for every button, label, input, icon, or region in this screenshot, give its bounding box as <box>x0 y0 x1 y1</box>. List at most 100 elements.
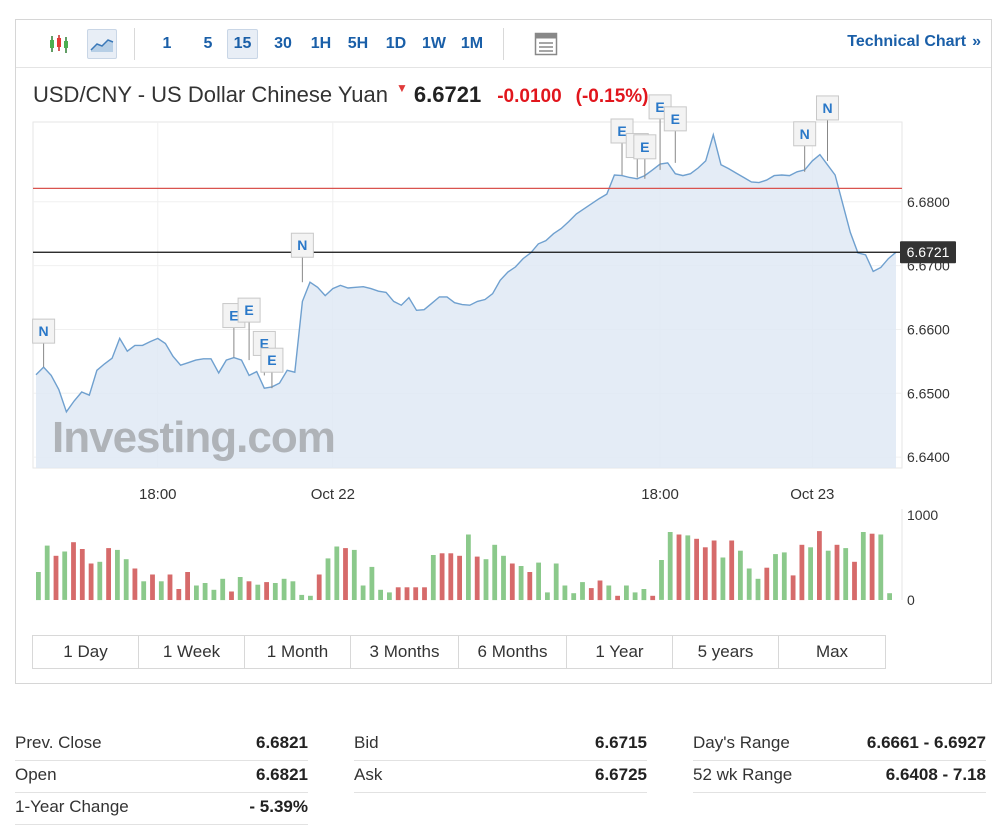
volume-bar <box>650 595 656 601</box>
volume-bar <box>246 581 252 600</box>
stat-value: 6.6821 <box>256 765 308 784</box>
range-button-1-day[interactable]: 1 Day <box>33 636 139 668</box>
stat-row: Ask 6.6725 <box>354 761 647 793</box>
stat-label: Ask <box>354 765 383 784</box>
volume-bar <box>237 577 243 600</box>
range-button-3-months[interactable]: 3 Months <box>351 636 459 668</box>
event-marker-label: E <box>229 308 238 324</box>
event-marker-label: E <box>244 302 253 318</box>
timeframe-button-5h[interactable]: 5H <box>347 35 369 52</box>
event-marker-label: E <box>671 111 680 127</box>
x-tick-label: 18:00 <box>139 486 177 503</box>
event-marker[interactable]: E <box>633 134 657 179</box>
event-marker[interactable]: N <box>32 318 56 368</box>
volume-bar <box>176 589 182 601</box>
range-button-1-month[interactable]: 1 Month <box>245 636 351 668</box>
price-change-percent: (-0.15%) <box>575 86 649 107</box>
stats-column-1: Prev. Close 6.6821 Open 6.6821 1-Year Change… <box>15 729 308 825</box>
volume-bar <box>369 566 375 600</box>
volume-bar <box>615 595 620 601</box>
volume-bar <box>702 547 708 600</box>
event-marker-box <box>816 95 840 121</box>
range-button-max[interactable]: Max <box>815 642 849 661</box>
volume-bar <box>738 550 743 600</box>
volume-bar <box>36 572 41 601</box>
volume-bar <box>264 582 269 600</box>
volume-bar <box>606 585 612 600</box>
volume-bar <box>834 544 840 601</box>
x-tick-label: 18:00 <box>641 486 679 503</box>
volume-bar <box>202 583 208 600</box>
volume-bar <box>255 584 261 600</box>
timeframe-button-1[interactable]: 1 <box>162 35 172 52</box>
event-marker[interactable]: N <box>290 232 314 283</box>
timeframe-button-1m[interactable]: 1M <box>460 35 484 52</box>
volume-bar <box>588 588 594 600</box>
volume-bar <box>88 563 94 600</box>
price-area-fill <box>36 134 896 469</box>
volume-bar <box>624 585 629 600</box>
timeframe-button-1d[interactable]: 1D <box>385 35 407 52</box>
price-line <box>35 132 897 414</box>
volume-bar <box>659 560 664 600</box>
down-arrow-icon: ▼ <box>396 81 408 95</box>
volume-bar <box>562 585 568 600</box>
timeframe-button-5[interactable]: 5 <box>203 35 213 52</box>
range-button-1-year[interactable]: 1 Year <box>567 636 673 668</box>
range-button-1-week[interactable]: 1 Week <box>139 636 245 668</box>
volume-bar <box>676 534 682 600</box>
range-selector: 1 Day 1 Week 1 Month 3 Months 6 Months 1 Year… <box>32 635 886 669</box>
volume-bar <box>132 568 138 600</box>
event-marker[interactable]: N <box>816 95 840 161</box>
volume-bar <box>553 563 559 600</box>
volume-bar <box>580 582 585 600</box>
timeframe-button-1h[interactable]: 1H <box>310 35 332 52</box>
volume-bar <box>536 562 541 600</box>
stat-value: 6.6715 <box>595 733 647 752</box>
volume-bar <box>509 563 515 600</box>
event-marker-box <box>32 318 56 344</box>
technical-chart-link[interactable]: Technical Chart » <box>847 33 981 51</box>
event-marker-box <box>663 106 687 132</box>
area-chart-icon[interactable] <box>87 29 117 59</box>
volume-bar <box>448 553 454 601</box>
event-marker[interactable]: E <box>663 106 687 163</box>
chart-widget: 1 5 15 30 1H 5H 1D 1W 1M Technical Chart» USD/CN… <box>15 19 992 684</box>
volume-bar <box>878 534 884 600</box>
price-chart[interactable]: 18:00 Oct 22 18:00 Oct 236.68006.67006.6600… <box>16 20 991 620</box>
volume-bar <box>53 555 59 600</box>
volume-bar <box>334 546 340 600</box>
timeframe-button-15[interactable]: 15 <box>227 29 258 59</box>
current-price-tag: 6.6721 <box>900 241 956 264</box>
volume-bar <box>211 589 217 600</box>
last-price: 6.6721 <box>413 82 482 107</box>
event-marker[interactable]: E <box>260 347 284 389</box>
range-button-6-months[interactable]: 6 Months <box>459 636 567 668</box>
event-marker[interactable]: N <box>793 121 817 172</box>
volume-bar <box>387 592 392 600</box>
event-marker-box <box>793 121 817 147</box>
timeframe-button-1w[interactable]: 1W <box>422 35 446 52</box>
stat-value: 6.6725 <box>595 765 647 784</box>
volume-bar <box>545 592 550 600</box>
range-button-5-years[interactable]: 5 years <box>673 636 779 668</box>
event-marker-label: N <box>39 323 49 339</box>
current-price-label: 6.6721 <box>907 244 950 260</box>
event-marker[interactable]: E <box>237 297 261 361</box>
timeframe-button-30[interactable]: 30 <box>274 35 292 52</box>
stat-row: Prev. Close 6.6821 <box>15 729 308 761</box>
volume-bar <box>158 581 164 600</box>
volume-bar <box>360 585 366 600</box>
volume-bar <box>887 593 892 600</box>
volume-bar <box>597 580 603 601</box>
table-view-icon[interactable] <box>531 29 561 59</box>
volume-bar <box>141 581 147 600</box>
volume-bar <box>79 549 85 600</box>
stat-label: Prev. Close <box>15 733 102 752</box>
candlestick-icon[interactable] <box>44 29 74 59</box>
y-tick-label: 6.6400 <box>907 449 950 465</box>
volume-bar <box>729 540 735 600</box>
stats-column-2: Bid 6.6715 Ask 6.6725 <box>354 729 647 793</box>
toolbar-divider <box>503 28 504 60</box>
event-marker-label: N <box>800 126 810 142</box>
